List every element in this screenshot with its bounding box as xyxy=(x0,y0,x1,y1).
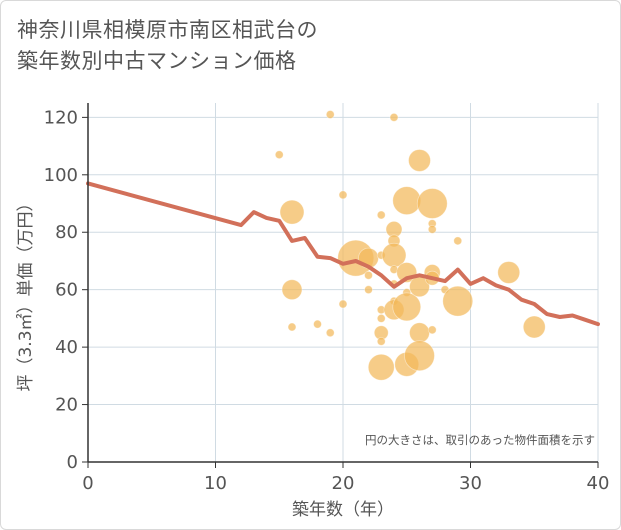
scatter-point xyxy=(392,186,422,216)
scatter-point xyxy=(376,336,386,346)
scatter-point xyxy=(367,353,395,381)
chart-title-line-2: 築年数別中古マンション価格 xyxy=(17,49,297,73)
x-axis-label: 築年数（年） xyxy=(292,500,394,520)
bubble-size-note: 円の大きさは、取引のあった物件面積を示す xyxy=(365,433,595,447)
scatter-point xyxy=(364,270,373,280)
scatter-point xyxy=(287,322,297,332)
scatter-point xyxy=(376,210,386,220)
trend-line xyxy=(86,181,600,327)
scatter-point xyxy=(389,112,399,122)
y-tick-label: 100 xyxy=(44,165,78,186)
x-tick-label: 10 xyxy=(204,473,227,494)
chart-title-line-1: 神奈川県相模原市南区相武台の xyxy=(17,18,318,42)
y-tick-label: 120 xyxy=(44,107,78,128)
tick-label-layer: 0 20 40 60 80 100 120 0 10 20 30 40 xyxy=(44,107,610,494)
y-tick-label: 0 xyxy=(67,452,78,473)
scatter-point xyxy=(338,190,348,200)
chart-title: 神奈川県相模原市南区相武台の 築年数別中古マンション価格 xyxy=(17,15,318,77)
scatter-point xyxy=(408,149,431,172)
bubble-layer xyxy=(274,110,546,381)
y-axis-label: 坪（3.3㎡）単価（万円） xyxy=(16,194,36,391)
scatter-point xyxy=(325,110,335,119)
scatter-point xyxy=(409,322,430,344)
scatter-point xyxy=(442,285,474,317)
scatter-point xyxy=(453,236,463,246)
scatter-point xyxy=(404,340,435,372)
x-tick-label: 0 xyxy=(82,473,93,494)
trend-line-layer xyxy=(86,181,600,327)
axis-layer xyxy=(82,103,599,468)
x-tick-label: 40 xyxy=(587,473,610,494)
x-tick-label: 30 xyxy=(459,473,482,494)
scatter-point xyxy=(274,150,284,160)
y-tick-label: 40 xyxy=(55,337,78,358)
y-tick-label: 20 xyxy=(55,395,78,416)
scatter-point xyxy=(522,315,546,339)
scatter-point xyxy=(279,199,305,225)
y-tick-label: 80 xyxy=(55,222,78,243)
scatter-point xyxy=(313,319,322,329)
scatter-point xyxy=(325,328,335,338)
scatter-point xyxy=(281,279,303,301)
scatter-point xyxy=(376,313,386,323)
scatter-point xyxy=(427,325,437,335)
scatter-point xyxy=(338,299,348,309)
scatter-point xyxy=(497,261,521,284)
y-tick-label: 60 xyxy=(55,280,78,301)
scatter-point xyxy=(427,224,437,234)
grid-layer xyxy=(88,103,599,462)
scatter-point xyxy=(364,285,373,295)
scatter-point xyxy=(392,292,422,322)
scatter-point xyxy=(416,188,448,219)
x-tick-label: 20 xyxy=(332,473,355,494)
